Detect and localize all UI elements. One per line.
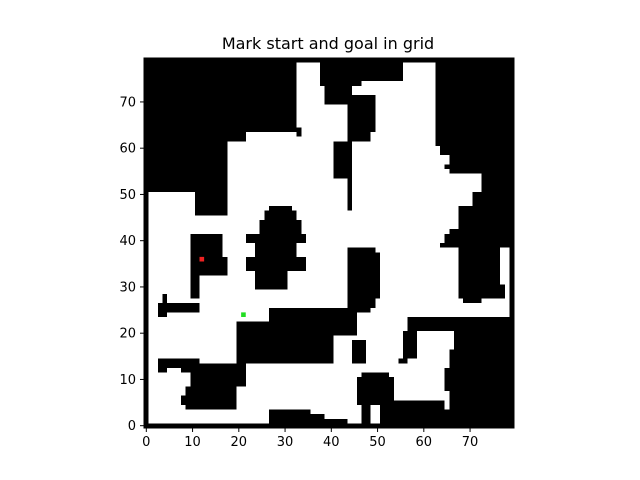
plot-area [143,57,515,429]
obstacle-block-68 [444,233,450,243]
x-tick-label-70: 70 [462,435,479,450]
obstacle-block-25 [361,58,403,82]
obstacle-block-64 [458,284,505,299]
obstacle-block-32 [370,247,376,253]
obstacle-block-60 [444,409,450,428]
obstacle-block-26 [347,95,376,123]
obstacle-block-69 [440,243,450,248]
obstacle-block-37 [236,321,334,364]
chart-title: Mark start and goal in grid [222,34,434,53]
obstacle-block-6 [245,58,297,132]
obstacle-block-22 [268,206,292,211]
obstacle-block-39 [190,363,246,387]
obstacle-block-58 [407,317,510,331]
obstacle-block-18 [255,243,297,257]
obstacle-block-15 [162,293,168,304]
start-marker [241,312,246,317]
y-tick-label-30: 30 [119,280,136,295]
obstacle-block-41 [157,358,200,368]
obstacle-block-13 [157,303,200,313]
obstacle-block-1 [144,58,149,428]
obstacle-block-42 [157,367,168,373]
obstacle-block-30 [347,178,353,211]
obstacle-block-47 [264,423,316,428]
obstacle-block-2 [509,58,514,428]
obstacle-block-5 [194,58,246,142]
obstacle-block-23 [319,58,362,86]
obstacle-block-45 [190,423,205,428]
obstacle-block-46 [268,409,311,424]
x-tick-label-20: 20 [231,435,248,450]
obstacle-block-34 [352,307,371,313]
x-tick-label-40: 40 [323,435,340,450]
x-tick-label-60: 60 [416,435,433,450]
obstacle-block-61 [444,367,450,391]
x-axis: 0 10 20 30 40 50 60 70 [142,428,478,450]
obstacle-block-57 [398,358,408,364]
obstacle-block-53 [361,372,390,378]
y-tick-label-60: 60 [119,142,136,157]
obstacle-block-31 [347,247,376,308]
obstacle-block-62 [449,349,454,359]
y-tick-label-10: 10 [119,373,136,388]
obstacle-block-35 [352,340,366,364]
y-tick-label-50: 50 [119,188,136,203]
obstacle-block-9 [144,192,149,206]
obstacle-block-74 [481,173,510,193]
obstacle-block-77 [440,113,445,123]
obstacle-block-48 [310,418,348,428]
obstacle-block-52 [356,377,394,405]
obstacle-block-11 [190,256,228,276]
obstacle-block-29 [333,141,353,179]
y-tick-label-70: 70 [119,95,136,110]
x-tick-label-50: 50 [369,435,386,450]
obstacle-layer [144,58,514,428]
obstacle-block-63 [453,330,510,359]
obstacle-block-20 [259,219,302,234]
obstacle-block-49 [310,414,325,419]
obstacle-block-12 [190,275,200,299]
obstacle-block-65 [463,298,482,304]
obstacle-block-14 [157,312,168,317]
y-axis: 0 10 20 30 40 50 60 70 [119,95,144,434]
obstacle-block-17 [245,233,306,243]
obstacle-block-4 [144,58,195,193]
obstacle-block-50 [361,404,371,424]
y-tick-label-0: 0 [128,419,136,434]
obstacle-block-70 [458,206,510,230]
obstacle-block-75 [435,58,450,146]
goal-marker [199,256,205,262]
obstacle-block-8 [194,141,228,216]
obstacle-block-44 [181,395,186,405]
obstacle-block-19 [255,270,288,290]
obstacle-block-43 [185,386,237,410]
obstacle-block-66 [458,247,501,285]
obstacle-block-54 [389,400,445,428]
obstacle-block-55 [384,414,390,428]
obstacle-block-21 [264,210,297,220]
obstacle-block-76 [440,145,450,156]
axes-frame [143,57,515,429]
x-tick-label-10: 10 [184,435,201,450]
obstacle-block-33 [375,252,380,299]
x-tick-label-30: 30 [277,435,294,450]
obstacle-block-56 [403,330,417,359]
obstacle-block-7 [296,127,302,137]
obstacle-block-73 [444,164,450,169]
obstacle-block-72 [449,58,510,174]
obstacle-block-67 [449,229,510,248]
obstacle-block-71 [472,192,510,206]
obstacle-block-16 [245,256,306,271]
obstacle-block-28 [347,122,371,142]
y-tick-label-40: 40 [119,234,136,249]
obstacle-block-24 [324,85,353,105]
obstacle-block-59 [449,358,510,428]
x-tick-label-0: 0 [142,435,150,450]
obstacle-block-10 [190,233,223,257]
y-tick-label-20: 20 [119,327,136,342]
